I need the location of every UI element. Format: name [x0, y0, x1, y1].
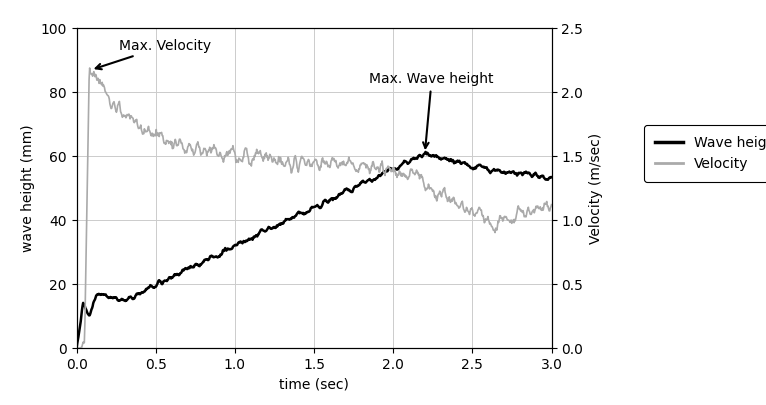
Y-axis label: Velocity (m/sec): Velocity (m/sec) — [589, 133, 603, 244]
Y-axis label: wave height (mm): wave height (mm) — [21, 124, 35, 252]
Text: Max. Wave height: Max. Wave height — [369, 72, 494, 148]
Legend: Wave height, Velocity: Wave height, Velocity — [644, 125, 766, 182]
Text: Max. Velocity: Max. Velocity — [96, 38, 211, 69]
X-axis label: time (sec): time (sec) — [279, 377, 349, 392]
